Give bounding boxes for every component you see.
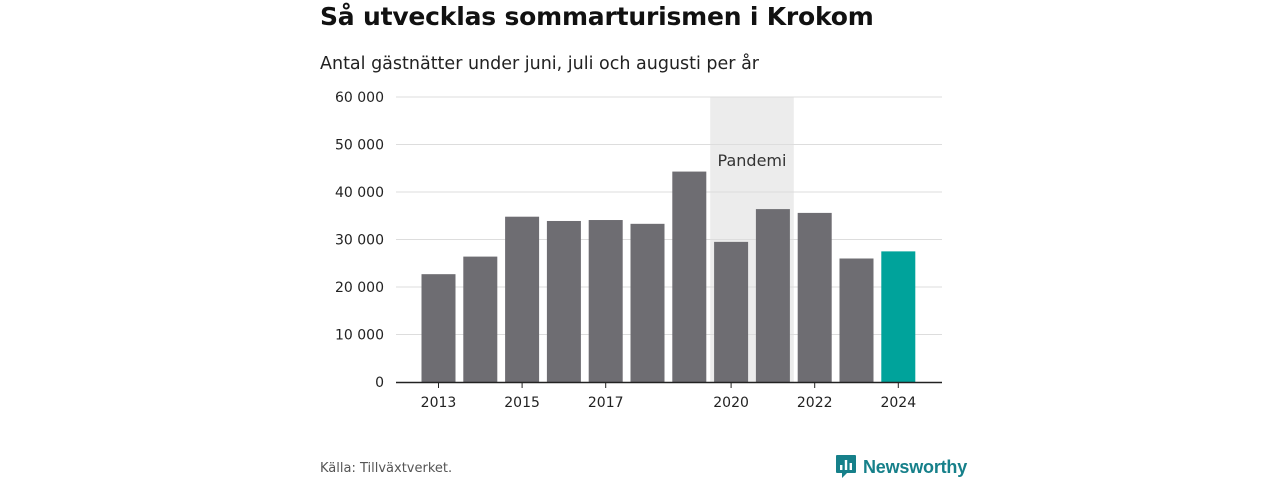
y-tick-label: 20 000 [335,280,384,296]
bar-2021 [755,209,790,382]
bar-2014 [463,256,498,382]
bar-2019 [672,171,707,382]
y-tick-label: 40 000 [335,185,384,201]
y-tick-label: 30 000 [335,233,384,249]
y-tick-label: 60 000 [335,90,384,106]
bar-2023 [839,258,874,382]
bar-2024 [881,251,916,382]
brand-logo: Newsworthy [835,454,967,480]
bar-2017 [588,220,623,382]
y-tick-label: 50 000 [335,138,384,154]
pandemic-band-label: Pandemi [718,151,787,170]
x-tick-label: 2024 [880,395,916,411]
bar-2020 [714,241,749,382]
x-tick-label: 2017 [588,395,624,411]
bar-2022 [797,212,832,382]
x-tick-label: 2022 [797,395,833,411]
bar-2015 [505,216,540,382]
brand-name: Newsworthy [863,456,968,477]
x-tick-label: 2015 [504,395,540,411]
bar-2016 [546,220,581,382]
bar-2018 [630,223,665,382]
x-tick-label: 2013 [421,395,457,411]
x-tick-label: 2020 [713,395,749,411]
y-tick-label: 0 [375,375,384,391]
chart-title: Så utvecklas sommarturismen i Krokom [320,2,874,31]
bar-2013 [421,274,456,382]
source-note: Källa: Tillväxtverket. [320,461,453,476]
newsworthy-logo-icon [836,455,856,478]
chart-subtitle: Antal gästnätter under juni, juli och au… [320,54,759,74]
y-tick-label: 10 000 [335,328,384,344]
